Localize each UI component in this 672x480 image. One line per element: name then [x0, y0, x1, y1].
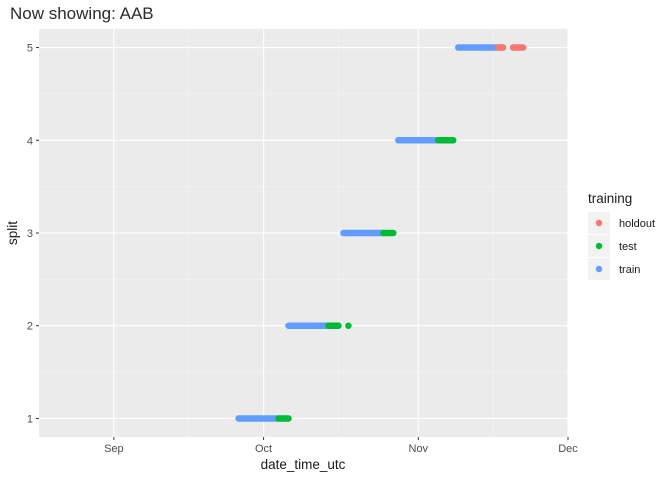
legend-label: test [619, 241, 637, 253]
y-tick-label: 3 [27, 228, 33, 240]
legend-label: train [619, 264, 640, 276]
y-tick-label: 4 [27, 135, 33, 147]
legend-point-train [595, 265, 603, 273]
data-marks [235, 44, 527, 422]
y-axis-title: split [5, 221, 20, 245]
x-tick-label: Nov [409, 443, 429, 455]
y-tick-label: 2 [27, 321, 33, 333]
legend-point-holdout [595, 219, 603, 227]
chart-title: Now showing: AAB [10, 4, 154, 23]
legend-label: holdout [619, 218, 655, 230]
legend-point-test [595, 242, 603, 250]
grid-major [39, 29, 569, 437]
x-tick-label: Sep [104, 443, 124, 455]
y-tick-label: 5 [27, 43, 33, 55]
legend: training holdout test train [588, 191, 655, 280]
legend-title: training [588, 191, 632, 206]
x-tick-label: Dec [558, 443, 578, 455]
x-axis-title: date_time_utc [261, 457, 346, 472]
y-tick-label: 1 [27, 413, 33, 425]
y-axis: 1 2 3 4 5 [27, 43, 39, 425]
x-tick-label: Oct [255, 443, 272, 455]
x-axis: Sep Oct Nov Dec [104, 437, 578, 455]
